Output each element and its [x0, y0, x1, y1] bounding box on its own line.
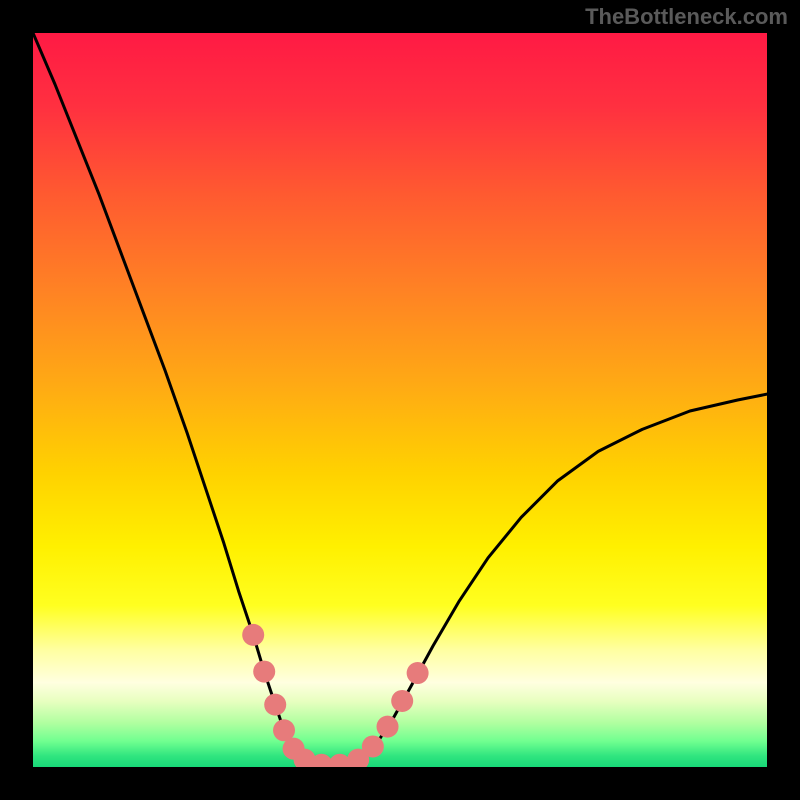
- marker-dot: [242, 624, 264, 646]
- marker-dot: [253, 661, 275, 683]
- marker-dot: [391, 690, 413, 712]
- chart-frame: TheBottleneck.com: [0, 0, 800, 800]
- marker-dot: [407, 662, 429, 684]
- marker-dot: [264, 694, 286, 716]
- watermark-text: TheBottleneck.com: [585, 4, 788, 30]
- curve-layer: [33, 33, 767, 767]
- marker-dot: [377, 716, 399, 738]
- plot-area: [33, 33, 767, 767]
- marker-dot: [362, 735, 384, 757]
- bottleneck-curve: [33, 33, 767, 766]
